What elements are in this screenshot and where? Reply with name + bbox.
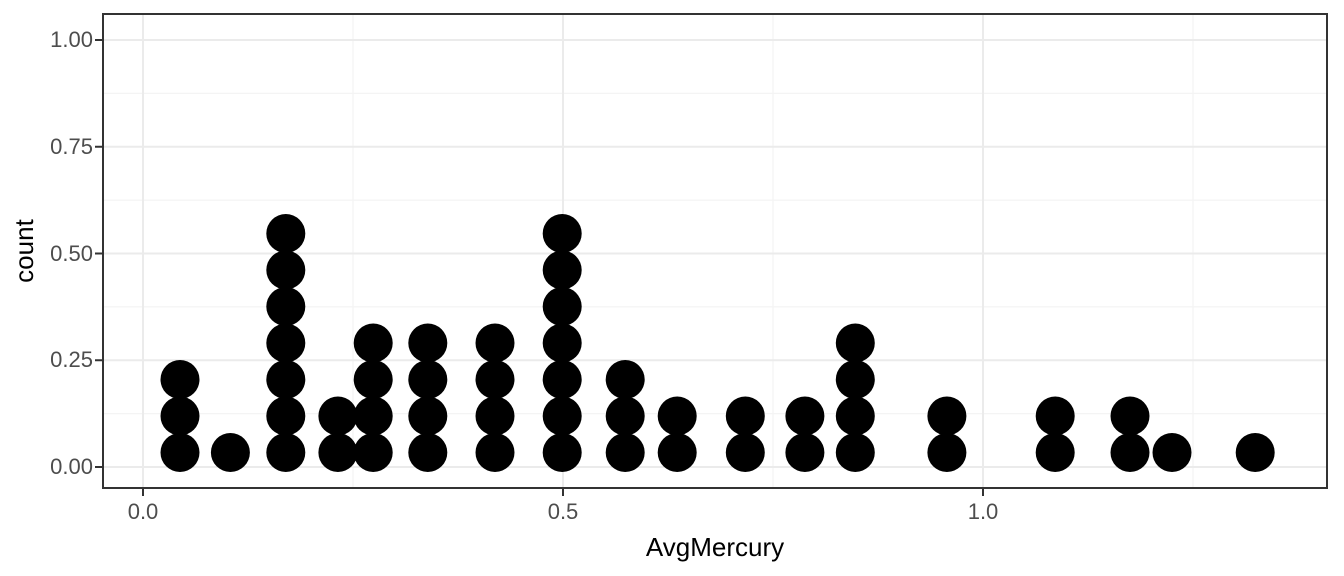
data-dot xyxy=(353,433,393,472)
data-dot xyxy=(785,433,825,472)
data-dot xyxy=(408,433,448,472)
gridlines-major xyxy=(103,14,1327,488)
data-dot xyxy=(266,396,306,436)
y-tick-label: 0.25 xyxy=(50,347,93,373)
data-dot xyxy=(210,433,250,472)
data-dot xyxy=(1110,433,1150,472)
data-dot xyxy=(835,396,875,436)
x-axis-title: AvgMercury xyxy=(645,532,785,562)
data-dot xyxy=(1035,433,1075,472)
data-dot xyxy=(835,323,875,363)
data-dot xyxy=(605,396,645,436)
data-dot xyxy=(1235,433,1275,472)
data-dot xyxy=(542,323,582,363)
data-dot xyxy=(353,360,393,399)
y-tick-label: 0.00 xyxy=(50,454,93,479)
data-dot xyxy=(408,323,448,363)
data-dot xyxy=(542,433,582,472)
data-dot xyxy=(725,396,765,436)
data-dot xyxy=(927,433,967,472)
data-dot xyxy=(542,287,582,326)
data-dot xyxy=(266,214,306,253)
data-dot xyxy=(353,396,393,436)
data-dot xyxy=(542,360,582,399)
data-dot xyxy=(408,396,448,436)
data-dot xyxy=(785,396,825,436)
data-dot xyxy=(160,360,200,399)
data-dot xyxy=(605,433,645,472)
data-dot xyxy=(475,323,515,363)
data-dot xyxy=(318,396,358,436)
data-dot xyxy=(475,396,515,436)
data-dot xyxy=(475,360,515,399)
data-dot xyxy=(266,250,306,290)
data-dot xyxy=(835,360,875,399)
y-axis-title: count xyxy=(9,219,39,283)
y-tick-label: 0.75 xyxy=(50,133,93,159)
data-dot xyxy=(657,396,697,436)
data-dot xyxy=(542,250,582,290)
data-dot xyxy=(408,360,448,399)
data-dot xyxy=(1152,433,1192,472)
data-dot xyxy=(266,323,306,363)
data-dot xyxy=(657,433,697,472)
x-tick-label: 0.5 xyxy=(547,499,579,524)
data-dot xyxy=(1110,396,1150,436)
dot-stacks xyxy=(160,214,1275,472)
y-tick-label: 1.00 xyxy=(50,27,93,52)
data-dot xyxy=(318,433,358,472)
data-dot xyxy=(266,433,306,472)
data-dot xyxy=(605,360,645,399)
y-tick-label: 0.50 xyxy=(50,240,93,266)
data-dot xyxy=(475,433,515,472)
panel-border xyxy=(102,13,1328,489)
data-dot xyxy=(1035,396,1075,436)
data-dot xyxy=(927,396,967,436)
data-dot xyxy=(353,323,393,363)
data-dot xyxy=(835,433,875,472)
axis-ticks xyxy=(95,39,984,496)
x-tick-label: 0.0 xyxy=(127,499,159,524)
data-dot xyxy=(542,214,582,253)
data-dot xyxy=(160,433,200,472)
data-dot xyxy=(266,287,306,326)
data-dot xyxy=(542,396,582,436)
data-dot xyxy=(266,360,306,399)
data-dot xyxy=(725,433,765,472)
data-dot xyxy=(160,396,200,436)
x-tick-label: 1.0 xyxy=(967,499,999,524)
